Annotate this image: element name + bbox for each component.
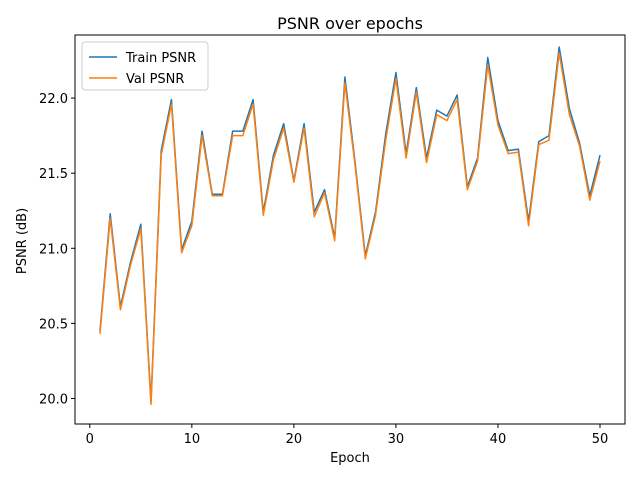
- x-tick-label: 50: [592, 432, 609, 447]
- chart-title: PSNR over epochs: [277, 14, 423, 33]
- legend-label-0: Train PSNR: [125, 51, 196, 66]
- x-tick-label: 40: [490, 432, 507, 447]
- x-tick-label: 0: [86, 432, 94, 447]
- plot-area: [99, 46, 601, 406]
- x-tick-label: 20: [286, 432, 303, 447]
- y-tick-label: 22.0: [39, 92, 68, 107]
- y-tick-label: 21.0: [39, 242, 68, 257]
- x-axis-ticks: 0 10 20 30 40 50: [86, 424, 609, 447]
- legend-label-1: Val PSNR: [126, 72, 184, 87]
- axes-frame: [74, 34, 626, 425]
- x-tick-label: 30: [388, 432, 405, 447]
- legend: Train PSNR Val PSNR: [81, 41, 209, 91]
- y-axis-label: PSNR (dB): [15, 208, 30, 274]
- x-tick-label: 10: [184, 432, 201, 447]
- y-tick-label: 20.5: [39, 317, 68, 332]
- series-line-0: [99, 46, 601, 403]
- y-axis-ticks: 20.0 20.5 21.0 21.5 22.0: [39, 92, 75, 407]
- y-tick-label: 20.0: [39, 392, 68, 407]
- series-line-1: [99, 52, 601, 406]
- y-tick-label: 21.5: [39, 167, 68, 182]
- x-axis-label: Epoch: [330, 451, 370, 466]
